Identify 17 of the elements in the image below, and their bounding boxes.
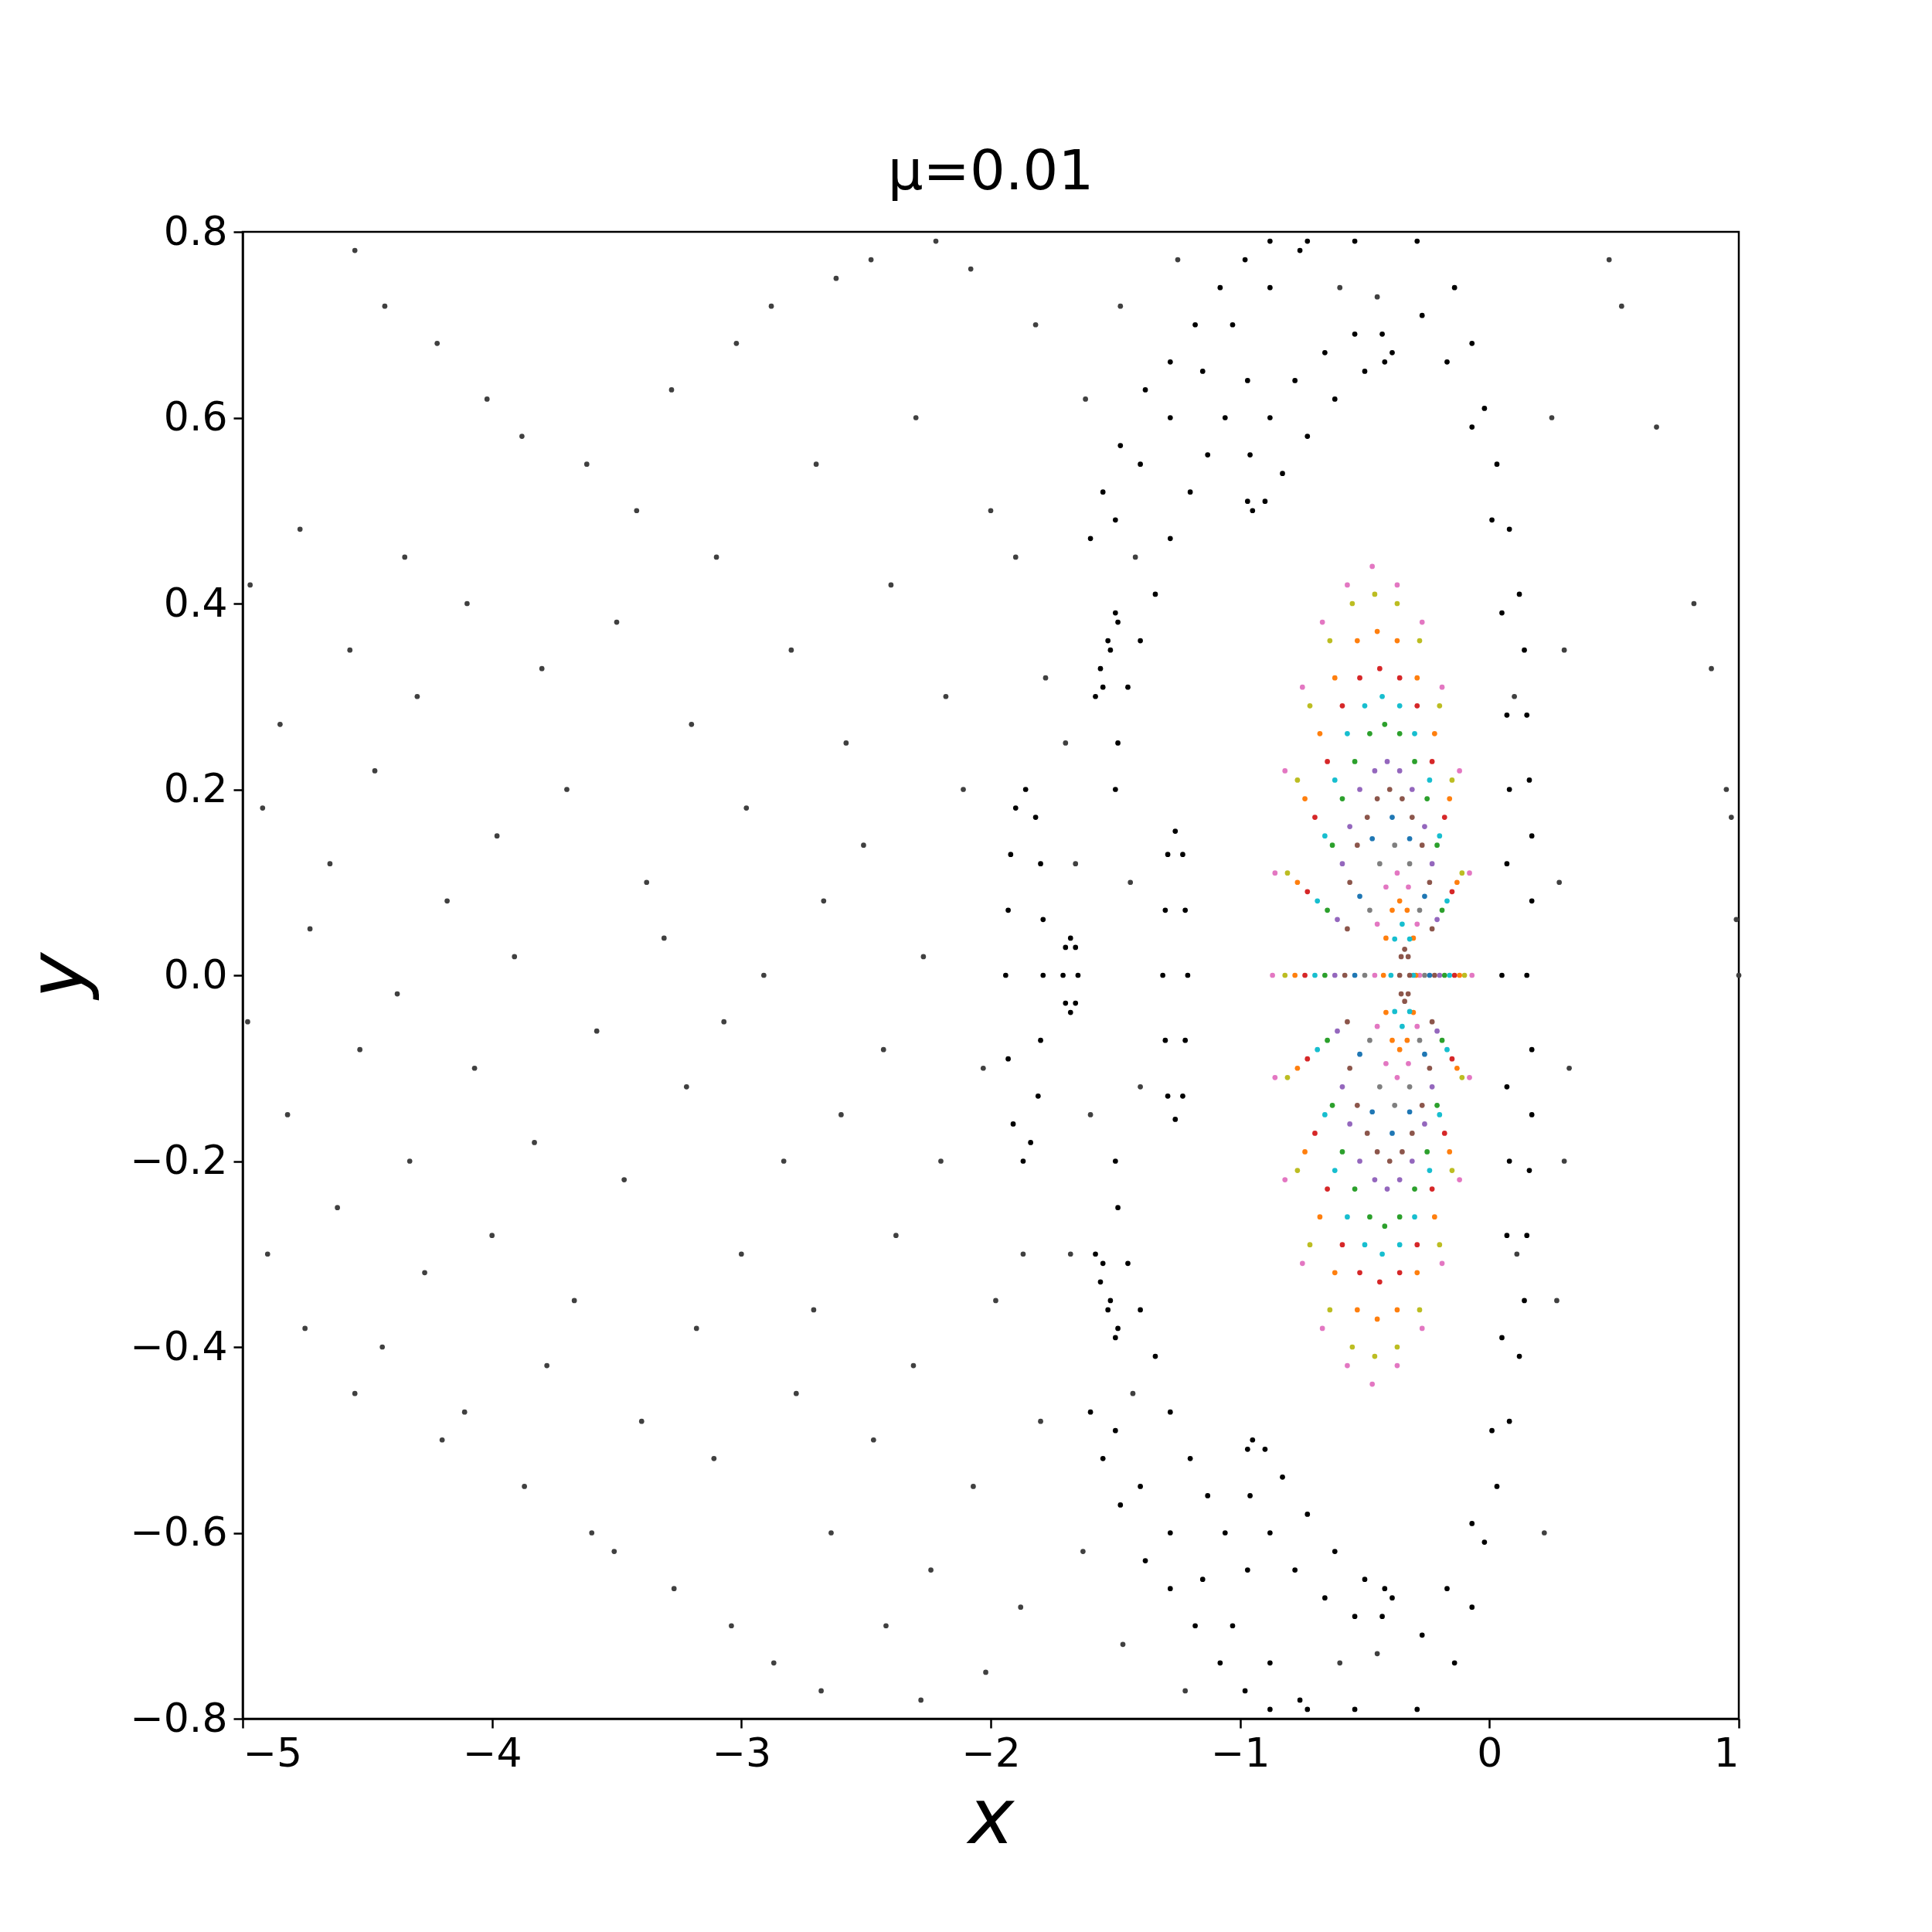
y-axis-title: y: [11, 951, 102, 1002]
y-tick-label: −0.6: [130, 1509, 228, 1555]
y-tick-label: −0.8: [130, 1694, 228, 1741]
y-tick-label: 0.6: [163, 393, 228, 440]
x-tick-label: −5: [243, 1729, 303, 1776]
x-tick-label: −1: [1210, 1729, 1270, 1776]
y-tick-label: −0.4: [130, 1322, 228, 1369]
chart-title: μ=0.01: [887, 138, 1094, 202]
y-tick-label: 0.8: [163, 207, 228, 254]
y-tick-label: 0.0: [163, 951, 228, 998]
y-tick-label: 0.2: [163, 765, 228, 811]
y-tick-label: 0.4: [163, 579, 228, 626]
x-tick-label: −4: [462, 1729, 522, 1776]
x-tick-label: 0: [1477, 1729, 1503, 1776]
y-tick-label: −0.2: [130, 1137, 228, 1183]
x-tick-label: 1: [1713, 1729, 1740, 1776]
x-tick-label: −3: [712, 1729, 772, 1776]
